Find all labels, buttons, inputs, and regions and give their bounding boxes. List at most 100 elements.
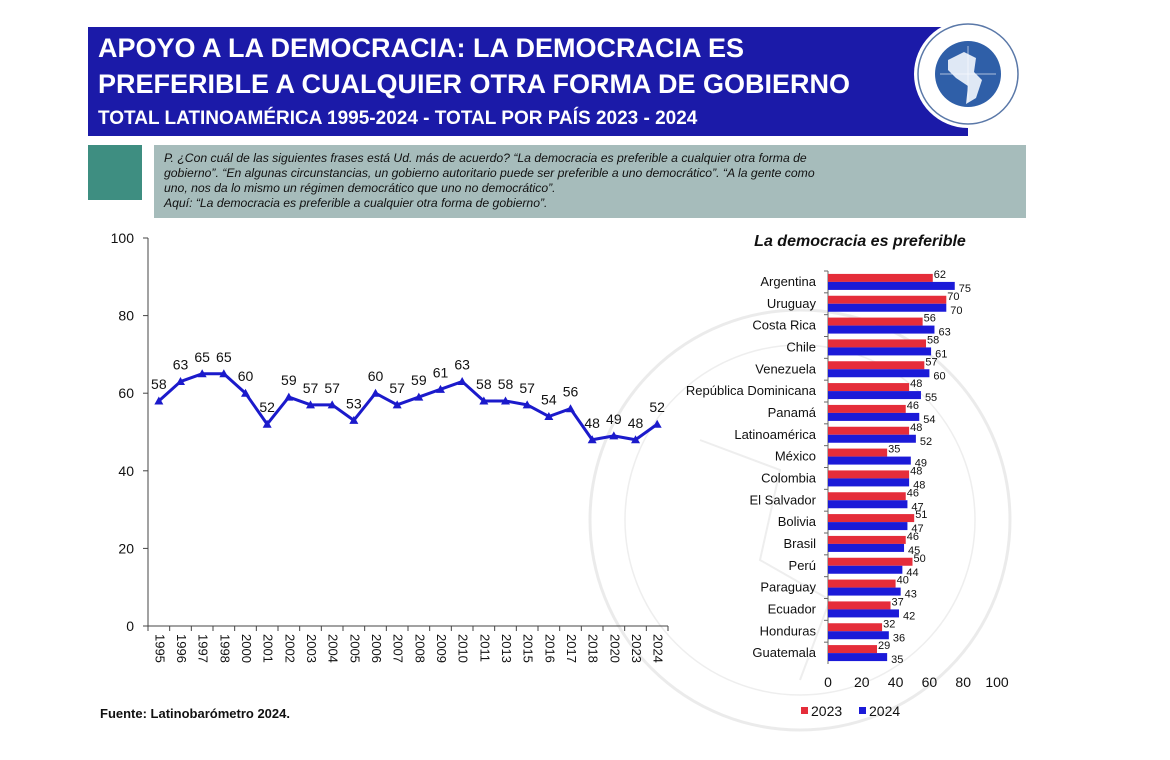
bar-value-label: 49: [915, 458, 927, 470]
latinobarometro-logo: [914, 20, 1022, 128]
bar-value-label: 56: [924, 313, 936, 325]
category-label: Argentina: [760, 274, 816, 289]
category-label: Paraguay: [760, 580, 816, 595]
bar-value-label: 44: [906, 567, 918, 579]
data-label: 58: [476, 376, 492, 392]
x-tick-label: 2005: [347, 634, 362, 663]
data-point: [631, 435, 640, 444]
x-tick-label: 1997: [196, 634, 211, 663]
data-label: 63: [454, 357, 470, 373]
x-tick-label: 2024: [651, 634, 666, 663]
source-note: Fuente: Latinobarómetro 2024.: [100, 706, 290, 721]
legend-swatch-2024: [859, 707, 866, 714]
x-tick-label: 2001: [261, 634, 276, 663]
bar-value-label: 54: [923, 414, 935, 426]
bar-2023: [828, 404, 906, 413]
data-label: 57: [303, 380, 319, 396]
y-tick-label: 60: [118, 385, 134, 401]
category-label: Costa Rica: [752, 318, 816, 333]
category-label: El Salvador: [750, 492, 817, 507]
bar-value-label: 52: [920, 436, 932, 448]
bar-2023: [828, 426, 910, 435]
data-label: 52: [649, 399, 665, 415]
bar-2024: [828, 609, 899, 618]
bar-2024: [828, 478, 910, 487]
question-line-3: uno, nos da lo mismo un régimen democrát…: [164, 181, 556, 195]
bar-value-label: 46: [907, 487, 919, 499]
bar-value-label: 70: [950, 305, 962, 317]
bar-2023: [828, 492, 906, 501]
bar-value-label: 48: [910, 422, 922, 434]
bar-2023: [828, 317, 923, 326]
data-point: [457, 377, 467, 386]
y-tick-label: 0: [126, 618, 134, 634]
bar-x-tick-label: 20: [854, 674, 870, 690]
data-label: 52: [259, 399, 275, 415]
bar-value-label: 48: [910, 465, 922, 477]
x-tick-label: 2010: [456, 634, 471, 663]
category-label: Ecuador: [768, 601, 817, 616]
bar-value-label: 50: [914, 553, 926, 565]
data-point: [501, 396, 510, 405]
bar-value-label: 48: [910, 378, 922, 390]
data-label: 57: [389, 380, 405, 396]
data-point: [544, 411, 554, 420]
category-label: Bolivia: [778, 514, 817, 529]
question-line-1: P. ¿Con cuál de las siguientes frases es…: [164, 151, 807, 165]
bar-2024: [828, 456, 911, 465]
category-label: República Dominicana: [686, 383, 817, 398]
y-tick-label: 20: [118, 540, 134, 556]
x-tick-label: 2015: [521, 634, 536, 663]
data-label: 58: [151, 376, 167, 392]
data-label: 48: [584, 415, 600, 431]
data-point: [284, 392, 294, 401]
bar-value-label: 46: [907, 400, 919, 412]
data-point: [566, 404, 575, 413]
bar-2024: [828, 522, 908, 531]
bar-2023: [828, 361, 925, 370]
y-tick-label: 40: [118, 463, 134, 479]
bar-2024: [828, 653, 888, 662]
bar-2024: [828, 281, 955, 290]
bar-value-label: 40: [897, 575, 909, 587]
legend-swatch-2023: [801, 707, 808, 714]
category-label: Colombia: [761, 470, 817, 485]
data-label: 59: [281, 372, 297, 388]
bar-2024: [828, 391, 921, 400]
bar-value-label: 35: [891, 654, 903, 666]
x-tick-label: 2000: [239, 634, 254, 663]
bar-2024: [828, 347, 932, 356]
data-point: [414, 392, 424, 401]
data-point: [154, 396, 164, 405]
data-label: 58: [498, 376, 514, 392]
data-label: 61: [433, 364, 449, 380]
line-chart: 0 20 40 60 80 100 1995 1996 1997 1998 2000 2001 2002…: [111, 230, 669, 663]
x-tick-label: 2023: [629, 634, 644, 663]
bar-2023: [828, 557, 913, 566]
x-tick-label: 2004: [326, 634, 341, 663]
page-title-line-1: APOYO A LA DEMOCRACIA: LA DEMOCRACIA ES: [98, 33, 744, 63]
bar-2024: [828, 587, 901, 596]
bar-value-label: 63: [938, 327, 950, 339]
page-subtitle: TOTAL LATINOAMÉRICA 1995-2024 - TOTAL PO…: [98, 108, 698, 129]
legend-label: 2024: [869, 703, 900, 719]
bar-2023: [828, 273, 933, 282]
bar-value-label: 32: [883, 618, 895, 630]
data-label: 49: [606, 411, 622, 427]
question-box: [154, 145, 1026, 218]
data-point: [587, 435, 597, 444]
bar-value-label: 46: [907, 531, 919, 543]
bar-value-label: 48: [913, 479, 925, 491]
x-tick-label: 2020: [607, 634, 622, 663]
header-banner: APOYO A LA DEMOCRACIA: LA DEMOCRACIA ES …: [88, 27, 968, 136]
bar-2023: [828, 579, 896, 588]
data-label: 60: [238, 368, 254, 384]
data-point: [327, 400, 337, 409]
bar-value-label: 42: [903, 610, 915, 622]
bar-2023: [828, 601, 891, 610]
x-tick-label: 2002: [282, 634, 297, 663]
data-point: [609, 431, 619, 440]
question-line-4: Aquí: “La democracia es preferible a cua…: [164, 196, 548, 210]
bar-2023: [828, 535, 906, 544]
data-point: [436, 384, 445, 393]
